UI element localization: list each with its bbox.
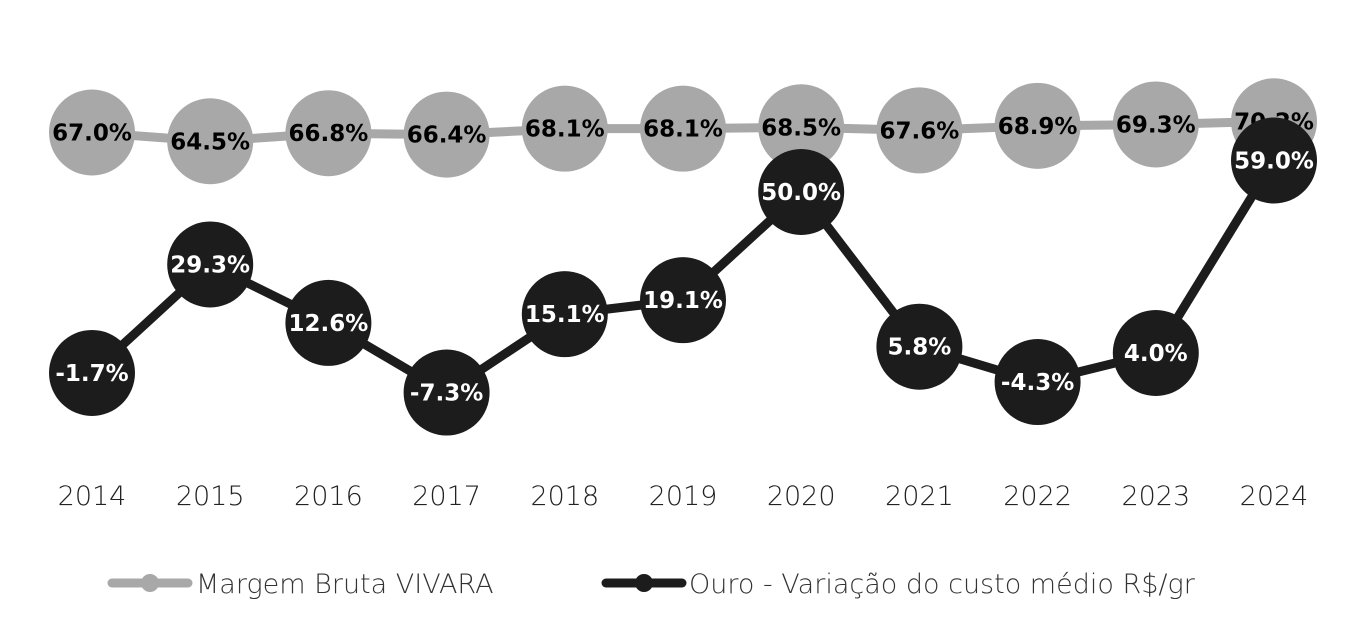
data-label: 66.8% [289,121,369,147]
data-label: 5.8% [888,335,952,361]
data-point-series-1: 67.0% [49,89,135,176]
data-label: 19.1% [643,288,723,314]
legend-item-2: Ouro - Variação do custo médio R$/gr [601,569,1196,600]
data-marker [1112,81,1199,168]
data-label: -4.3% [1001,370,1074,396]
data-marker [876,87,963,174]
x-tick-label: 2022 [1003,481,1072,512]
legend-marker-swatch [141,574,159,592]
data-marker [167,98,254,185]
data-label: 64.5% [170,129,250,155]
x-tick-label: 2024 [1240,481,1309,512]
data-point-series-2: 50.0% [758,149,845,235]
data-label: -1.7% [55,361,128,387]
data-point-series-1: 64.5% [167,98,254,185]
data-label: 67.0% [52,121,132,147]
x-tick-label: 2017 [412,481,481,512]
data-label: 15.1% [525,302,605,328]
data-marker [876,303,963,390]
data-marker [640,257,726,344]
data-point-series-2: 12.6% [285,279,372,366]
data-point-series-1: 68.5% [758,84,845,171]
data-point-series-2: 59.0% [1231,117,1317,204]
data-point-series-2: 4.0% [1112,310,1199,396]
x-tick-label: 2016 [294,481,363,512]
data-marker [49,89,135,176]
legend-item-1: Margem Bruta VIVARA [107,569,494,600]
data-marker [167,221,254,308]
data-marker [1112,310,1199,396]
data-marker [285,279,372,366]
data-label: 66.4% [407,123,487,149]
data-point-series-1: 67.6% [876,87,963,174]
data-point-series-2: 19.1% [640,257,726,344]
x-tick-label: 2019 [649,481,718,512]
series-markers: 67.0% 64.5% 66.8% 66.4% 68.1% 68.1% 68.5% 67.6%… [49,78,1317,436]
data-marker [994,339,1081,426]
x-tick-label: 2021 [885,481,954,512]
data-label: 69.3% [1116,112,1196,138]
data-label: 68.5% [761,115,841,141]
x-tick-label: 2020 [767,481,836,512]
data-point-series-2: -1.7% [49,329,135,416]
data-point-series-2: -7.3% [403,349,490,436]
data-point-series-1: 68.1% [521,85,608,172]
data-label: 12.6% [289,311,369,337]
data-label: -7.3% [410,381,483,407]
data-marker [758,84,845,171]
data-point-series-2: 29.3% [167,221,254,308]
data-label: 59.0% [1234,149,1314,175]
data-point-series-2: -4.3% [994,339,1081,426]
data-point-series-1: 69.3% [1112,81,1199,168]
data-label: 68.1% [525,117,605,143]
data-marker [1231,117,1317,204]
data-marker [758,149,845,235]
data-point-series-1: 68.1% [640,85,726,172]
legend-marker-swatch [635,574,653,592]
data-point-series-2: 5.8% [876,303,963,390]
x-axis-tick-labels: 2014 2015 2016 2017 2018 2019 2020 2021 2022 2023… [58,481,1309,512]
x-tick-label: 2018 [530,481,599,512]
data-point-series-1: 68.9% [994,82,1081,169]
data-label: 67.6% [880,118,960,144]
x-tick-label: 2023 [1121,481,1190,512]
data-label: 29.3% [170,252,250,278]
data-marker [521,85,608,172]
data-marker [403,349,490,436]
data-label: 68.9% [998,114,1078,140]
data-point-series-1: 66.4% [403,91,490,178]
data-label: 50.0% [761,180,841,206]
data-marker [640,85,726,172]
data-label: 68.1% [643,117,723,143]
data-marker [49,329,135,416]
data-marker [403,91,490,178]
data-label: 4.0% [1124,341,1188,367]
legend-label: Margem Bruta VIVARA [196,569,494,600]
legend-label: Ouro - Variação do custo médio R$/gr [689,569,1196,600]
data-marker [521,271,608,358]
x-tick-label: 2014 [58,481,127,512]
data-marker [994,82,1081,169]
data-marker [285,90,372,177]
data-point-series-1: 66.8% [285,90,372,177]
data-point-series-2: 15.1% [521,271,608,358]
legend: Margem Bruta VIVARA Ouro - Variação do cu… [107,569,1196,600]
x-tick-label: 2015 [176,481,245,512]
